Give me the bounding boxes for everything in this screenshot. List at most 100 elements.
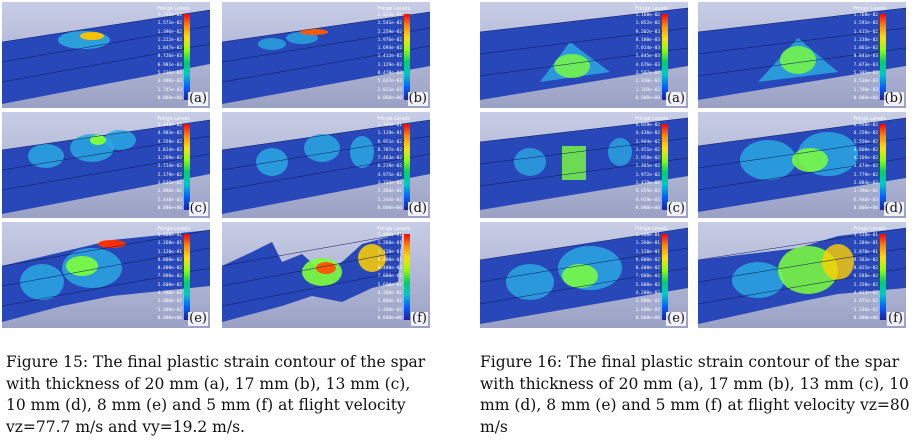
legend-value: 2.779e-02: [853, 172, 878, 178]
legend-color-bar: [662, 234, 668, 320]
legend-value: 1.338e-02: [853, 307, 878, 313]
legend-value: 1.204e-01: [853, 241, 878, 247]
legend-value: 5.600e-02: [157, 282, 182, 288]
fringe-legend: Fringe Levels 1.745e-02 1.571e-02 1.396e…: [144, 6, 190, 102]
legend-value: 1.396e-02: [157, 29, 182, 35]
spar-contour-image: [222, 233, 403, 322]
legend-value: 2.958e-02: [635, 156, 660, 162]
fringe-legend: Fringe Levels 1.338e-01 1.204e-01 1.070e…: [840, 226, 886, 322]
legend-value: 1.120e-01: [377, 249, 402, 255]
panel-letter: (c): [666, 201, 686, 216]
legend-value: 5.647e-03: [377, 79, 402, 85]
legend-title: Fringe Levels: [853, 6, 886, 12]
legend-value: 1.400e-02: [635, 307, 660, 313]
spar-contour-image: [480, 117, 688, 210]
panel-letter: (b): [407, 91, 428, 106]
legend-value: 5.448e-03: [157, 197, 182, 203]
legend-value: 0.000e+00: [635, 315, 660, 321]
fringe-legend: Fringe Levels 1.160e-02 1.052e-02 9.202e…: [622, 6, 668, 102]
legend-values: 1.745e-02 1.571e-02 1.396e-02 1.222e-02 …: [146, 13, 182, 101]
legend-color-bar: [880, 124, 886, 210]
legend-values: 1.768e-02 1.591e-02 1.415e-02 1.238e-02 …: [842, 13, 878, 101]
caption-line: m/s: [480, 417, 508, 436]
legend-value: 5.600e-02: [377, 282, 402, 288]
fringe-legend: Fringe Levels 6.940e-02 6.250e-02 5.550e…: [840, 116, 886, 212]
legend-value: 7.463e-02: [377, 156, 402, 162]
legend-value: 7.000e-02: [157, 274, 182, 280]
legend-value: 1.390e-02: [853, 189, 878, 195]
legend-value: 1.169e-03: [635, 87, 660, 93]
spar-contour-image: [222, 11, 430, 104]
legend-title: Fringe Levels: [377, 6, 410, 12]
legend-value: 1.070e-01: [853, 249, 878, 255]
legend-color-bar: [184, 124, 190, 210]
fringe-legend: Fringe Levels 5.448e-02 4.903e-02 4.358e…: [144, 116, 190, 212]
legend-value: 9.951e-02: [377, 139, 402, 145]
caption-line: Figure 15: The final plastic strain cont…: [6, 353, 426, 371]
caption-line: vz=77.7 m/s and vy=19.2 m/s.: [6, 417, 245, 436]
legend-value: 2.084e-02: [853, 181, 878, 187]
legend-values: 1.400e-01 1.260e-01 1.120e-01 9.800e-02 …: [366, 233, 402, 321]
legend-value: 1.061e-02: [853, 46, 878, 52]
legend-value: 3.944e-02: [635, 139, 660, 145]
legend-color-bar: [404, 14, 410, 100]
legend-value: 9.800e-02: [377, 257, 402, 263]
spar-contour-image: [2, 119, 210, 214]
legend-value: 1.635e-02: [157, 181, 182, 187]
legend-value: 0.000e+00: [853, 95, 878, 101]
spar-contour-image: [222, 119, 430, 214]
legend-value: 8.841e-03: [853, 54, 878, 60]
legend-value: 2.800e-02: [377, 299, 402, 305]
contour-panel: Fringe Levels 2.823e-02 2.541e-02 2.259e…: [222, 2, 430, 108]
legend-value: 0.000e+00: [157, 205, 182, 211]
contour-panel: Fringe Levels 1.768e-02 1.591e-02 1.415e…: [698, 2, 906, 108]
caption-line: with thickness of 20 mm (a), 17 mm (b), …: [480, 374, 909, 393]
legend-value: 1.244e-01: [377, 123, 402, 128]
legend-value: 9.800e-02: [635, 257, 660, 263]
spar-contour-image: [480, 7, 688, 100]
legend-value: 1.745e-03: [157, 87, 182, 93]
legend-value: 5.600e-02: [635, 282, 660, 288]
legend-value: 3.814e-02: [157, 147, 182, 153]
spar-contour-image: [480, 227, 688, 324]
legend-value: 3.507e-03: [635, 71, 660, 77]
legend-value: 5.550e-02: [853, 139, 878, 145]
legend-value: 1.120e-01: [635, 249, 660, 255]
contour-panel: Fringe Levels 1.400e-01 1.260e-01 1.120e…: [480, 222, 688, 328]
legend-value: 6.250e-02: [853, 131, 878, 137]
legend-value: 9.800e-02: [157, 257, 182, 263]
legend-value: 1.052e-02: [635, 21, 660, 27]
legend-value: 2.259e-02: [377, 29, 402, 35]
legend-values: 6.940e-02 6.250e-02 5.550e-02 4.860e-02 …: [842, 123, 878, 211]
legend-values: 1.338e-01 1.204e-01 1.070e-01 9.363e-02 …: [842, 233, 878, 321]
legend-value: 4.903e-02: [157, 131, 182, 137]
legend-value: 1.120e-01: [157, 249, 182, 255]
legend-value: 1.479e-02: [635, 181, 660, 187]
legend-title: Fringe Levels: [377, 116, 410, 122]
legend-value: 1.694e-02: [377, 46, 402, 52]
legend-value: 1.160e-02: [635, 13, 660, 18]
legend-value: 2.800e-02: [635, 299, 660, 305]
legend-value: 3.269e-02: [157, 156, 182, 162]
legend-values: 2.823e-02 2.541e-02 2.259e-02 1.976e-02 …: [366, 13, 402, 101]
legend-value: 5.350e-02: [853, 282, 878, 288]
legend-color-bar: [404, 124, 410, 210]
legend-value: 2.465e-02: [635, 164, 660, 170]
legend-value: 1.238e-02: [853, 37, 878, 43]
contour-panel: Fringe Levels 1.745e-02 1.571e-02 1.396e…: [2, 2, 210, 108]
legend-value: 0.000e+00: [853, 315, 878, 321]
legend-value: 3.474e-02: [853, 164, 878, 170]
legend-title: Fringe Levels: [377, 226, 410, 232]
legend-value: 8.726e-03: [157, 54, 182, 60]
panel-letter: (d): [407, 201, 428, 216]
legend-value: 2.823e-02: [377, 13, 402, 18]
legend-value: 0.000e+00: [635, 95, 660, 101]
legend-value: 1.412e-02: [377, 54, 402, 60]
legend-color-bar: [184, 234, 190, 320]
legend-value: 2.541e-02: [377, 21, 402, 27]
panel-letter: (b): [883, 91, 904, 106]
contour-panel: Fringe Levels 1.160e-02 1.052e-02 9.202e…: [480, 2, 688, 108]
figure-caption: Figure 15: The final plastic strain cont…: [6, 352, 444, 438]
legend-value: 5.236e-03: [157, 71, 182, 77]
legend-value: 6.688e-02: [853, 274, 878, 280]
